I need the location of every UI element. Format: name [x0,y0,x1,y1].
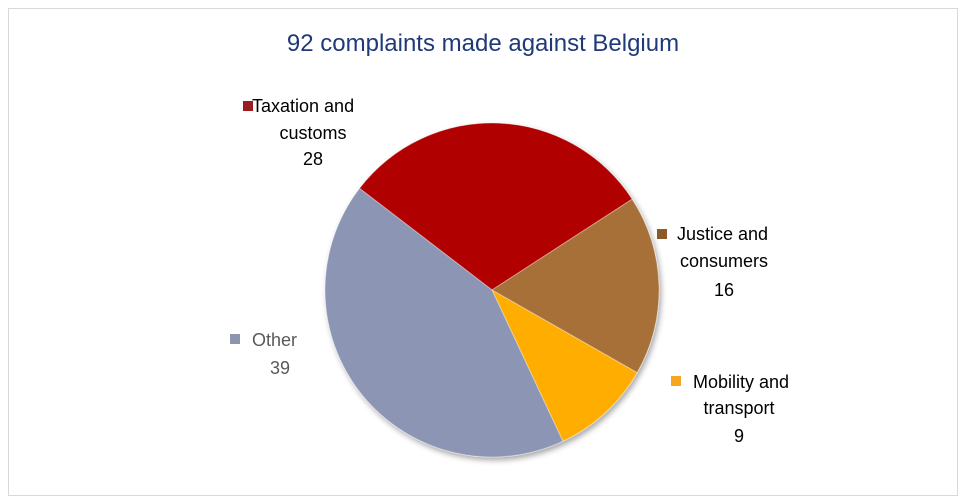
slice-labels: Taxation and customs 28 Justice and consumer… [230,96,789,446]
slice-label-taxation-customs: Taxation and [252,96,354,116]
slice-label-justice-consumers: Justice and [677,224,768,244]
legend-marker-other [230,334,240,344]
slice-label-taxation-customs: customs [279,123,346,143]
chart-title: 92 complaints made against Belgium [286,30,680,57]
slice-value-mobility-transport: 9 [734,426,744,446]
slice-label-mobility-transport: Mobility and [693,372,789,392]
pie-slice-taxation-customs [358,122,633,291]
pie-slice-other [324,187,564,458]
pie-slice-mobility-transport [490,288,638,442]
legend-marker-justice-consumers [657,229,667,239]
slice-value-other: 39 [270,358,290,378]
slice-label-mobility-transport: transport [703,398,774,418]
pie-slice-justice-consumers [491,198,660,374]
legend-marker-taxation-customs [243,101,253,111]
slice-value-taxation-customs: 28 [303,149,323,169]
legend-marker-mobility-transport [671,376,681,386]
slice-label-justice-consumers: consumers [680,251,768,271]
slice-value-justice-consumers: 16 [714,280,734,300]
slice-label-other: Other [252,330,297,350]
pie-slices [324,122,660,458]
